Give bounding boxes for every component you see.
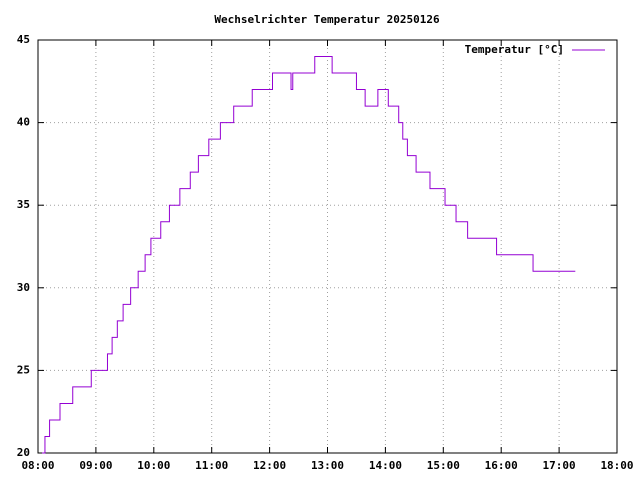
y-tick-label: 40 (17, 116, 30, 129)
y-tick-label: 45 (17, 33, 30, 46)
x-tick-label: 13:00 (311, 459, 344, 472)
x-tick-label: 11:00 (195, 459, 228, 472)
y-tick-label: 25 (17, 363, 30, 376)
y-tick-label: 20 (17, 446, 30, 459)
x-tick-label: 16:00 (485, 459, 518, 472)
x-tick-label: 12:00 (253, 459, 286, 472)
legend-label: Temperatur [°C] (465, 43, 564, 56)
x-tick-label: 18:00 (600, 459, 633, 472)
x-tick-label: 17:00 (543, 459, 576, 472)
x-tick-label: 09:00 (79, 459, 112, 472)
chart-title: Wechselrichter Temperatur 20250126 (214, 13, 440, 26)
plot-border (37, 39, 618, 454)
y-tick-label: 35 (17, 198, 30, 211)
y-tick-label: 30 (17, 281, 30, 294)
x-tick-label: 08:00 (21, 459, 54, 472)
data-line (42, 56, 576, 454)
x-tick-label: 14:00 (369, 459, 402, 472)
x-tick-label: 15:00 (427, 459, 460, 472)
x-tick-label: 10:00 (137, 459, 170, 472)
